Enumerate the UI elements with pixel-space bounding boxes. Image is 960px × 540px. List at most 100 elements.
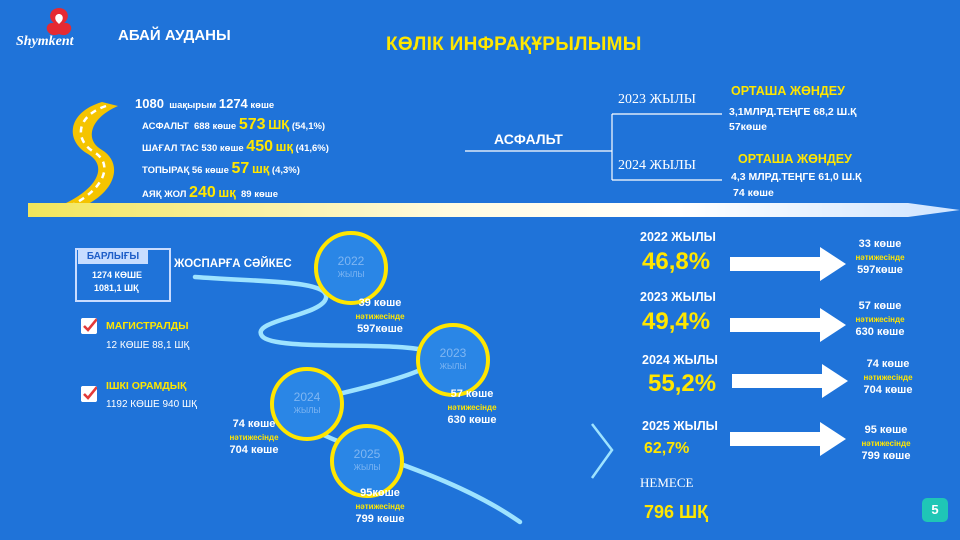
chevron-right-icon — [590, 423, 614, 479]
arrow-right-icon — [730, 422, 846, 456]
timeline-2023-unit: ЖЫЛЫ — [439, 362, 467, 371]
dirt-pct: (4,3%) — [271, 165, 300, 176]
timeline-2022-unit: ЖЫЛЫ — [337, 270, 365, 279]
progress-2024-result-label: нәтижесінде — [863, 373, 913, 382]
progress-2025-count: 95 көше — [864, 424, 908, 436]
highways-label: МАГИСТРАЛДЫ — [106, 320, 189, 332]
arrow-right-icon — [732, 364, 848, 398]
branch-2024-streets: 74 көше — [733, 187, 774, 199]
timeline-2022-year: 2022 — [337, 254, 365, 268]
timeline-2022-annotation: 39 көше нәтижесінде 597көше — [340, 297, 420, 336]
or-value: 796 ШҚ — [644, 502, 709, 522]
gravel-row: ШАҒАЛ ТАС 530 көше 450 шқ (41,6%) — [142, 138, 329, 156]
road-total-row: 1080 шақырым 1274 көше — [135, 96, 274, 111]
progress-2024-result: 74 көше нәтижесінде 704 көше — [846, 358, 930, 397]
asphalt-unit: ШҚ — [268, 117, 290, 132]
timeline-2024-circle: 2024 ЖЫЛЫ — [270, 367, 344, 441]
city-logo-icon — [46, 8, 72, 36]
total-km: 1080 — [135, 96, 164, 111]
separator-band — [28, 203, 960, 217]
check-icon — [81, 386, 97, 402]
timeline-2024-annotation: 74 көше нәтижесінде 704 көше — [214, 418, 294, 457]
dirt-row: ТОПЫРАҚ 56 көше 57 шқ (4,3%) — [142, 160, 300, 178]
timeline-2022-total: 597көше — [357, 323, 403, 335]
total-km-value: 1081,1 ШҚ — [94, 283, 139, 293]
footpath-label: АЯҚ ЖОЛ — [142, 189, 187, 200]
progress-2025-total: 799 көше — [861, 450, 911, 462]
timeline-2024-result: нәтижесінде — [229, 433, 279, 442]
gravel-km: 450 — [246, 138, 273, 155]
timeline-2025-unit: ЖЫЛЫ — [353, 463, 381, 472]
progress-2022-count: 33 көше — [858, 238, 902, 250]
timeline-2022-count: 39 көше — [358, 297, 402, 309]
progress-2025-year: 2025 ЖЫЛЫ — [642, 419, 718, 433]
total-km-unit: шақырым — [169, 100, 217, 111]
progress-2025-result: 95 көше нәтижесінде 799 көше — [844, 424, 928, 463]
asphalt-pct: (54,1%) — [291, 121, 326, 132]
total-streets-value: 1274 КӨШЕ — [92, 270, 143, 280]
arrow-right-icon — [730, 247, 846, 281]
timeline-2022-circle: 2022 ЖЫЛЫ — [314, 231, 388, 305]
page-title: КӨЛІК ИНФРАҚҰРЫЛЫМЫ — [386, 34, 642, 56]
timeline-2023-count: 57 көше — [450, 388, 494, 400]
internal-label: ІШКІ ОРАМДЫҚ — [106, 380, 187, 392]
branch-2024-cost: 4,3 МЛРД.ТЕҢГЕ 61,0 Ш.Қ — [731, 171, 862, 183]
progress-2022-year: 2022 ЖЫЛЫ — [640, 230, 716, 244]
timeline-2023-result: нәтижесінде — [447, 403, 497, 412]
asphalt-row: АСФАЛЬТ 688 көше 573 ШҚ (54,1%) — [142, 116, 325, 134]
timeline-2024-year: 2024 — [293, 390, 321, 404]
progress-2023-count: 57 көше — [858, 300, 902, 312]
internal-value: 1192 КӨШЕ 940 ШҚ — [106, 399, 197, 410]
progress-2024-total: 704 көше — [863, 384, 913, 396]
progress-2024-pct: 55,2% — [648, 370, 717, 397]
gravel-pct: (41,6%) — [295, 143, 329, 154]
progress-2023-result: 57 көше нәтижесінде 630 көше — [838, 300, 922, 339]
or-label: НЕМЕСЕ — [640, 475, 694, 490]
timeline-2023-annotation: 57 көше нәтижесінде 630 көше — [430, 388, 514, 427]
footpath-unit: шқ — [218, 185, 236, 200]
progress-2025-pct: 62,7% — [644, 440, 690, 457]
asphalt-tree-root: АСФАЛЬТ — [494, 131, 563, 147]
footpath-streets: 89 көше — [241, 189, 278, 200]
total-box — [75, 248, 171, 302]
timeline-2023-total: 630 көше — [447, 414, 497, 426]
plan-label: ЖОСПАРҒА СӘЙКЕС — [174, 258, 292, 270]
branch-2024-year: 2024 ЖЫЛЫ — [618, 158, 696, 173]
progress-2023-pct: 49,4% — [642, 308, 711, 335]
asphalt-km: 573 — [238, 116, 266, 133]
timeline-2023-year: 2023 — [439, 346, 467, 360]
logo-wordmark: Shymkent — [16, 34, 74, 49]
timeline-2025-total: 799 көше — [355, 513, 405, 525]
asphalt-label: АСФАЛЬТ — [142, 121, 189, 132]
total-streets: 1274 — [218, 96, 248, 111]
total-streets-unit: көше — [250, 100, 275, 111]
dirt-label: ТОПЫРАҚ 56 көше — [142, 165, 229, 176]
progress-2023-result-label: нәтижесінде — [855, 315, 905, 324]
progress-2022-pct: 46,8% — [642, 248, 711, 275]
district-name: АБАЙ АУДАНЫ — [118, 27, 231, 44]
progress-2024-count: 74 көше — [866, 358, 910, 370]
progress-2025-result-label: нәтижесінде — [861, 439, 911, 448]
progress-2022-total: 597көше — [857, 264, 903, 276]
timeline-2025-annotation: 95көше нәтижесінде 799 көше — [338, 487, 422, 526]
timeline-2024-unit: ЖЫЛЫ — [293, 406, 321, 415]
dirt-unit: шқ — [251, 161, 270, 176]
check-icon — [81, 318, 97, 334]
timeline-2025-circle: 2025 ЖЫЛЫ — [330, 424, 404, 498]
total-box-header: БАРЛЫҒЫ — [78, 250, 148, 264]
timeline-2024-count: 74 көше — [232, 418, 276, 430]
branch-2024-repair: ОРТАША ЖӨНДЕУ — [738, 152, 852, 166]
timeline-2022-result: нәтижесінде — [355, 312, 405, 321]
road-icon — [64, 102, 118, 206]
footpath-km: 240 — [189, 184, 216, 201]
progress-2023-total: 630 көше — [855, 326, 905, 338]
branch-2023-cost: 3,1МЛРД.ТЕҢГЕ 68,2 Ш.Қ — [729, 106, 857, 118]
page-title-text: КӨЛІК ИНФРАҚҰРЫЛЫМЫ — [386, 34, 642, 55]
branch-2023-year: 2023 ЖЫЛЫ — [618, 92, 696, 107]
timeline-2025-result: нәтижесінде — [355, 502, 405, 511]
timeline-2024-total: 704 көше — [229, 444, 279, 456]
footpath-row: АЯҚ ЖОЛ 240 шқ 89 көше — [142, 184, 278, 202]
gravel-unit: шқ — [275, 139, 293, 154]
page-number-badge: 5 — [922, 498, 948, 522]
gravel-label: ШАҒАЛ ТАС 530 көше — [142, 143, 244, 154]
